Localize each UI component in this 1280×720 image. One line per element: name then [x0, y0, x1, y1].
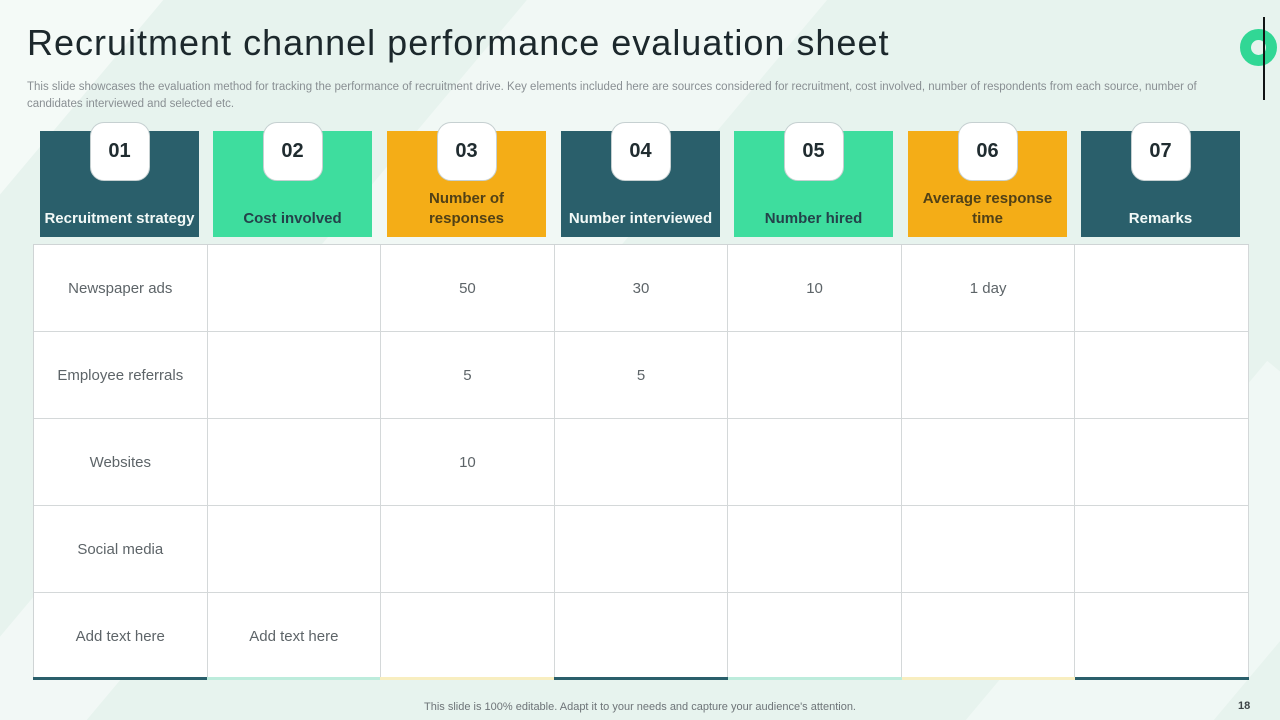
table-cell[interactable] [728, 332, 902, 419]
table-cell[interactable] [381, 593, 555, 680]
column-header-label: Number of responses [428, 189, 505, 227]
color-strip [33, 677, 207, 680]
column-header-label: Average response time [922, 189, 1053, 227]
table-cell[interactable] [1075, 506, 1249, 593]
number-badge: 01 [89, 122, 150, 181]
table-cell[interactable] [381, 506, 555, 593]
table-bottom-color-strips [33, 677, 1250, 680]
column-header-label: Number hired [764, 209, 863, 227]
donut-ring-icon [1240, 29, 1277, 66]
column-header-label: Number interviewed [568, 209, 713, 227]
color-strip [727, 677, 902, 680]
page-number: 18 [1238, 700, 1251, 712]
table-cell[interactable] [554, 419, 729, 506]
table-cell[interactable] [728, 419, 902, 506]
table-cell[interactable] [901, 593, 1076, 680]
table-cell[interactable] [207, 506, 382, 593]
number-badge: 07 [1130, 122, 1191, 181]
number-badge: 03 [436, 122, 497, 181]
color-strip [206, 677, 381, 680]
table-cell[interactable] [1075, 332, 1249, 419]
column-header-number-of-responses: 03 Number of responses [387, 122, 546, 237]
table-cell[interactable] [1075, 245, 1249, 332]
number-badge: 05 [783, 122, 844, 181]
table-cell-row-label[interactable]: Add text here [34, 593, 208, 680]
number-badge: 06 [957, 122, 1018, 181]
page-title: Recruitment channel performance evaluati… [27, 22, 890, 63]
table-cell[interactable]: 10 [728, 245, 902, 332]
number-badge: 02 [262, 122, 323, 181]
badge-number: 01 [108, 140, 131, 162]
table-cell-row-label[interactable]: Newspaper ads [34, 245, 208, 332]
badge-number: 07 [1149, 140, 1172, 162]
slide-description: This slide showcases the evaluation meth… [27, 81, 1197, 110]
column-header-cost-involved: 02 Cost involved [213, 122, 372, 237]
table-cell[interactable] [728, 506, 902, 593]
table-cell[interactable] [1075, 419, 1249, 506]
color-strip [380, 677, 555, 680]
badge-number: 05 [802, 140, 825, 162]
badge-number: 04 [629, 140, 652, 162]
badge-number: 03 [455, 140, 478, 162]
table-cell[interactable] [1075, 593, 1249, 680]
evaluation-table: Newspaper ads 50 30 10 1 day Employee re… [33, 244, 1249, 680]
column-header-remarks: 07 Remarks [1081, 122, 1240, 237]
column-header-number-interviewed: 04 Number interviewed [561, 122, 720, 237]
table-cell-row-label[interactable]: Employee referrals [34, 332, 208, 419]
table-cell[interactable] [554, 506, 729, 593]
table-cell[interactable]: 30 [554, 245, 729, 332]
color-strip [1075, 677, 1250, 680]
table-cell[interactable] [554, 593, 729, 680]
column-header-label: Cost involved [243, 209, 342, 227]
table-cell[interactable]: 10 [381, 419, 555, 506]
table-cell[interactable] [207, 332, 382, 419]
column-header-label: Recruitment strategy [44, 209, 195, 227]
table-cell[interactable]: 5 [381, 332, 555, 419]
table-cell-row-label[interactable]: Social media [34, 506, 208, 593]
color-strip [554, 677, 728, 680]
table-cell[interactable]: 1 day [901, 245, 1076, 332]
number-badge: 04 [610, 122, 671, 181]
column-header-label: Remarks [1128, 209, 1193, 227]
badge-number: 02 [281, 140, 304, 162]
table-cell[interactable] [728, 593, 902, 680]
table-cell[interactable] [207, 419, 382, 506]
badge-number: 06 [976, 140, 999, 162]
table-cell[interactable] [901, 332, 1076, 419]
column-header-number-hired: 05 Number hired [734, 122, 893, 237]
table-cell[interactable]: 50 [381, 245, 555, 332]
table-cell[interactable] [901, 506, 1076, 593]
table-cell[interactable] [901, 419, 1076, 506]
table-cell-row-label[interactable]: Websites [34, 419, 208, 506]
divider-line [1263, 17, 1265, 100]
column-header-average-response-time: 06 Average response time [908, 122, 1067, 237]
footer-note: This slide is 100% editable. Adapt it to… [424, 701, 856, 713]
table-cell[interactable]: Add text here [207, 593, 382, 680]
table-cell[interactable] [207, 245, 382, 332]
column-header-recruitment-strategy: 01 Recruitment strategy [40, 122, 199, 237]
color-strip [901, 677, 1076, 680]
table-cell[interactable]: 5 [554, 332, 729, 419]
